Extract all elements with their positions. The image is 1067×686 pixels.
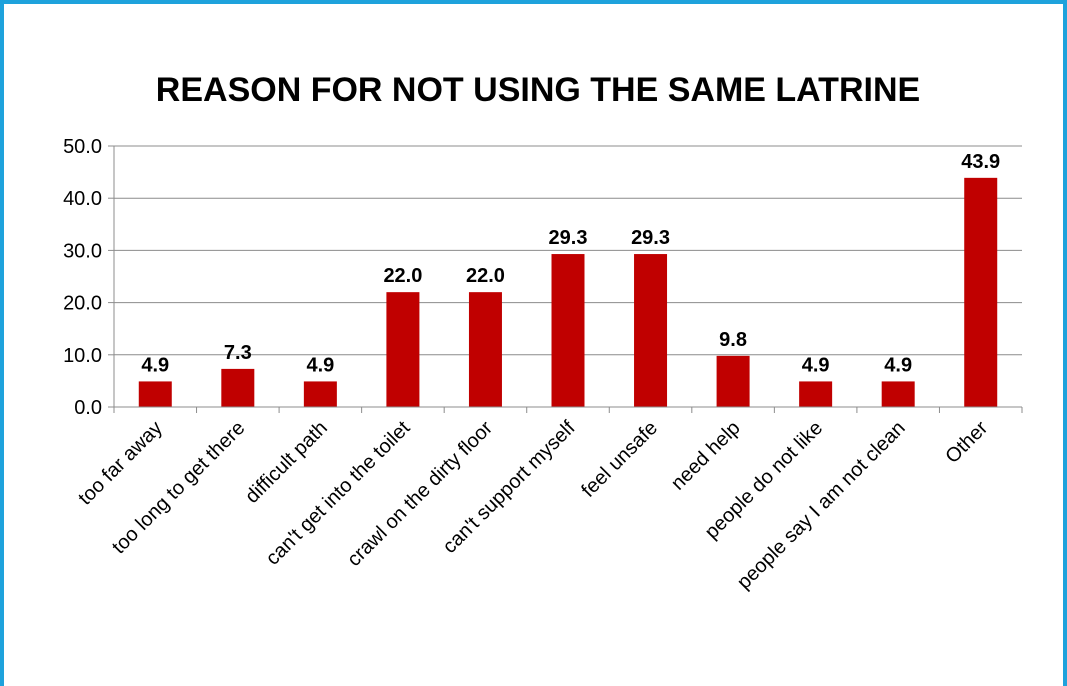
category-label: crawl on the dirty floor: [343, 417, 497, 571]
bar: [716, 355, 750, 407]
y-tick-label: 20.0: [63, 293, 102, 315]
y-tick-label: 10.0: [63, 345, 102, 367]
category-label: need help: [667, 417, 745, 495]
data-label: 4.9: [884, 354, 912, 376]
data-label: 4.9: [306, 354, 334, 376]
bar: [138, 381, 172, 407]
y-axis-ticks: 0.0 10.0 20.0 30.0 40.0 50.0: [63, 136, 102, 419]
y-tick-label: 0.0: [74, 397, 102, 419]
data-label: 29.3: [631, 227, 670, 249]
data-label: 9.8: [719, 329, 747, 351]
bar: [964, 177, 998, 407]
data-label: 43.9: [961, 151, 1000, 173]
category-label: can't get into the toilet: [262, 417, 415, 570]
bar: [468, 292, 502, 407]
category-label: too far away: [74, 417, 167, 510]
data-label: 22.0: [466, 265, 505, 287]
data-label: 29.3: [549, 227, 588, 249]
data-label: 22.0: [383, 265, 422, 287]
category-label: difficult path: [241, 417, 332, 508]
data-label: 7.3: [224, 342, 252, 364]
chart-title: REASON FOR NOT USING THE SAME LATRINE: [156, 71, 920, 109]
bar: [634, 254, 668, 407]
y-tick-label: 40.0: [63, 188, 102, 210]
data-label: 4.9: [802, 354, 830, 376]
data-labels: 4.9 7.3 4.9 22.0 22.0 29.3 29.3 9.8 4.9 4.9 43.9: [141, 151, 1000, 377]
bar: [799, 381, 833, 407]
bar: [221, 368, 255, 407]
bars: [138, 177, 998, 407]
bar: [386, 292, 420, 407]
y-tick-label: 30.0: [63, 240, 102, 262]
category-label: people say I am not clean: [733, 417, 910, 594]
bar: [881, 381, 915, 407]
data-label: 4.9: [141, 354, 169, 376]
category-label: Other: [941, 417, 992, 468]
bar: [303, 381, 337, 407]
y-tick-label: 50.0: [63, 136, 102, 158]
category-label: feel unsafe: [577, 417, 662, 502]
bar: [551, 254, 585, 407]
axes: [108, 145, 1023, 413]
